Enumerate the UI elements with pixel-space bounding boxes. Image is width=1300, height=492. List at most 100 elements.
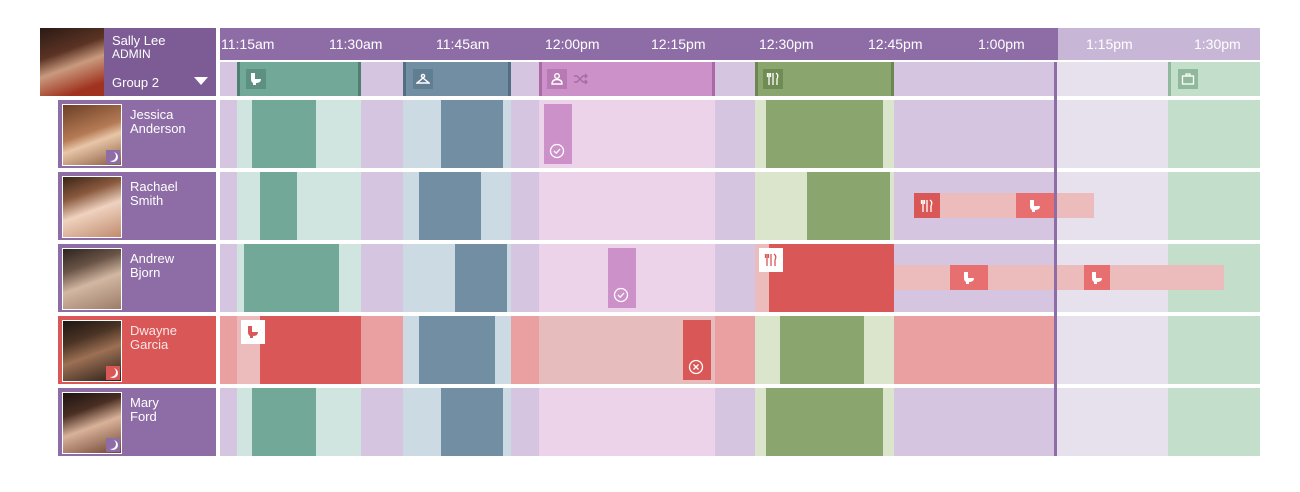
idle-block [894,62,1056,96]
idle-block [361,388,403,456]
idle-block [361,100,403,168]
utensils-icon[interactable] [914,193,940,218]
agent-first-name: Andrew [130,251,175,266]
idle-block [894,100,1056,168]
idle-block [511,244,539,312]
shuffle-icon[interactable] [571,69,591,89]
scheduled-break-window [237,172,361,240]
admin-panel: Sally Lee ADMIN Group 2 [40,28,216,96]
agent-timeline-dwayne [220,316,1260,384]
agent-row-andrew[interactable]: Andrew Bjorn [58,244,216,312]
avatar [62,176,122,238]
close-circle-icon [687,358,705,376]
actual-lunch-block[interactable] [807,172,890,240]
check-circle-icon [548,142,566,160]
agent-row-jessica[interactable]: Jessica Anderson [58,100,216,168]
time-label: 11:45am [436,36,490,52]
idle-block [511,62,539,96]
coaching-block[interactable] [539,62,715,96]
toilet-icon[interactable] [950,265,988,290]
moon-icon [106,150,120,164]
future-idle-block [1056,316,1168,384]
idle-block [715,172,755,240]
agent-last-name: Bjorn [130,265,161,280]
future-meeting-window [1168,100,1260,168]
agent-last-name: Garcia [130,337,169,352]
time-label: 12:30pm [759,36,814,52]
time-label: 1:00pm [978,36,1025,52]
idle-block [715,100,755,168]
time-label: 11:30am [329,36,383,52]
idle-block [361,244,403,312]
utensils-icon [763,69,783,89]
completed-coaching-block[interactable] [608,248,636,308]
agent-last-name: Smith [130,193,164,208]
group-schedule-row [220,62,1260,96]
timeline-future-region [1058,28,1260,60]
actual-training-block[interactable] [419,172,481,240]
idle-block [361,316,403,384]
actual-break-block[interactable] [244,244,339,312]
idle-block [361,62,403,96]
idle-block [220,62,237,96]
requested-change-bar[interactable] [914,193,1094,218]
agent-timeline-mary [220,388,1260,456]
time-label: 1:30pm [1194,36,1241,52]
future-idle-block [1056,62,1168,96]
idle-block [894,388,1056,456]
actual-break-block[interactable] [260,172,297,240]
admin-avatar [40,28,104,96]
actual-break-block[interactable] [252,388,316,456]
requested-change-bar[interactable] [894,265,1224,290]
actual-training-block[interactable] [441,388,503,456]
idle-block [220,388,237,456]
current-time-line [1054,62,1057,456]
idle-block [511,172,539,240]
agent-timeline-rachael [220,172,1260,240]
actual-lunch-block[interactable] [766,100,883,168]
idle-block [511,316,539,384]
time-label: 12:45pm [868,36,923,52]
idle-block [715,316,755,384]
hanger-icon [413,69,433,89]
overdue-lunch-block[interactable] [769,244,894,312]
completed-coaching-block[interactable] [544,104,572,164]
time-label: 12:15pm [651,36,706,52]
scheduled-coaching-window [539,388,715,456]
future-idle-block [1056,100,1168,168]
check-circle-icon [612,286,630,304]
admin-role: ADMIN [112,47,151,61]
idle-block [220,172,237,240]
actual-lunch-block[interactable] [780,316,864,384]
idle-block [511,100,539,168]
actual-lunch-block[interactable] [766,388,883,456]
toilet-icon[interactable] [1084,265,1110,290]
agent-last-name: Ford [130,409,157,424]
agent-timeline-jessica [220,100,1260,168]
scheduled-coaching-window [539,172,715,240]
idle-block [715,244,755,312]
toilet-icon [246,69,266,89]
future-meeting-window [1168,316,1260,384]
overdue-break-block[interactable] [260,316,361,384]
actual-training-block[interactable] [419,316,495,384]
agent-row-mary[interactable]: Mary Ford [58,388,216,456]
agent-row-rachael[interactable]: Rachael Smith [58,172,216,240]
group-select-label[interactable]: Group 2 [112,75,159,90]
actual-training-block[interactable] [441,100,503,168]
agent-timeline-andrew [220,244,1260,312]
agent-first-name: Rachael [130,179,178,194]
agent-row-dwayne[interactable]: Dwayne Garcia [58,316,216,384]
missed-coaching-block[interactable] [683,320,711,380]
time-label: 11:15am [221,36,275,52]
toilet-icon[interactable] [1016,193,1054,218]
idle-block [361,172,403,240]
chevron-down-icon[interactable] [194,77,208,85]
utensils-icon [759,248,783,272]
future-idle-block [1056,388,1168,456]
agent-first-name: Mary [130,395,159,410]
avatar [62,248,122,310]
actual-break-block[interactable] [252,100,316,168]
actual-training-block[interactable] [455,244,507,312]
idle-block [220,316,237,384]
